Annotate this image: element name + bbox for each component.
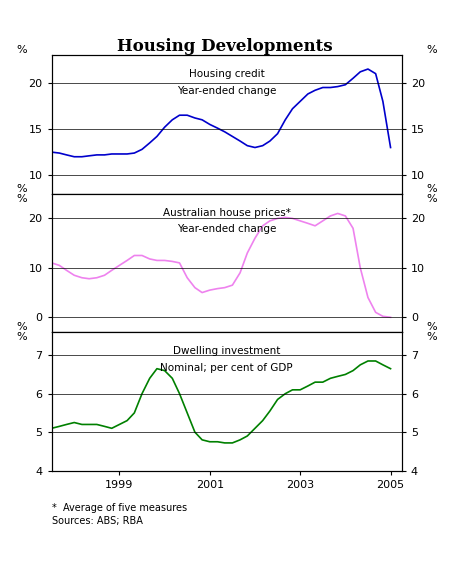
Text: %: % xyxy=(426,322,437,332)
Text: %: % xyxy=(426,184,437,193)
Text: Year-ended change: Year-ended change xyxy=(177,224,277,234)
Text: Sources: ABS; RBA: Sources: ABS; RBA xyxy=(52,516,142,526)
Text: *  Average of five measures: * Average of five measures xyxy=(52,503,187,512)
Text: Dwelling investment: Dwelling investment xyxy=(173,346,281,356)
Text: %: % xyxy=(17,193,27,204)
Text: %: % xyxy=(17,322,27,332)
Text: %: % xyxy=(17,332,27,342)
Text: %: % xyxy=(426,193,437,204)
Text: %: % xyxy=(426,45,437,55)
Text: %: % xyxy=(17,184,27,193)
Text: %: % xyxy=(17,45,27,55)
Text: Housing credit: Housing credit xyxy=(189,69,264,79)
Text: Housing Developments: Housing Developments xyxy=(117,38,332,55)
Text: Nominal; per cent of GDP: Nominal; per cent of GDP xyxy=(160,363,293,372)
Text: Australian house prices*: Australian house prices* xyxy=(163,207,291,217)
Text: %: % xyxy=(426,332,437,342)
Text: Year-ended change: Year-ended change xyxy=(177,85,277,96)
